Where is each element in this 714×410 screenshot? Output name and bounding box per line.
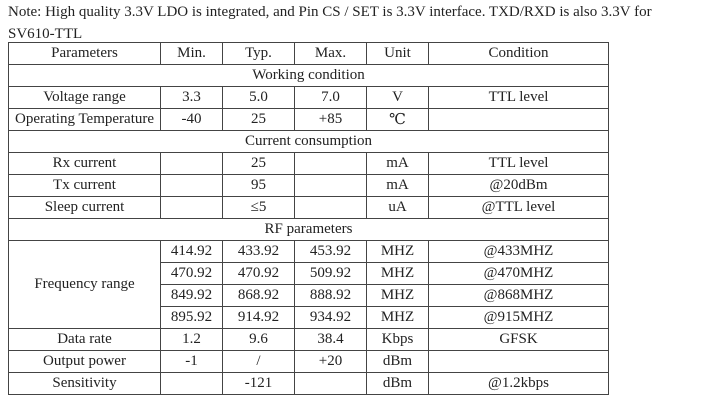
table-cell: 470.92: [160, 262, 223, 285]
header-cell: Unit: [366, 42, 429, 65]
table-cell: Sensitivity: [8, 372, 161, 395]
frequency-range-label: Frequency range: [8, 240, 161, 329]
table-row: Tx current 95 mA @20dBm: [8, 174, 609, 197]
section-row: Working condition: [8, 64, 609, 87]
table-cell: 914.92: [222, 306, 295, 329]
table-cell: @868MHZ: [428, 284, 609, 307]
table-cell: -121: [222, 372, 295, 395]
header-cell: Min.: [160, 42, 223, 65]
section-row: RF parameters: [8, 218, 609, 241]
table-cell: [294, 174, 367, 197]
table-cell: GFSK: [428, 328, 609, 351]
table-row: Sleep current ≤5 uA @TTL level: [8, 196, 609, 219]
table-cell: Sleep current: [8, 196, 161, 219]
spec-table: Parameters Min. Typ. Max. Unit Condition…: [8, 42, 609, 395]
table-cell: /: [222, 350, 295, 373]
table-cell: mA: [366, 152, 429, 175]
table-cell: MHZ: [366, 240, 429, 263]
table-row: 470.92 470.92 509.92 MHZ @470MHZ: [9, 262, 609, 285]
table-cell: 9.6: [222, 328, 295, 351]
table-cell: Operating Temperature: [8, 108, 161, 131]
table-cell: ≤5: [222, 196, 295, 219]
table-cell: [160, 152, 223, 175]
spec-table-body: Parameters Min. Typ. Max. Unit Condition…: [8, 42, 609, 395]
table-cell: [160, 174, 223, 197]
table-cell: [294, 196, 367, 219]
table-row: Sensitivity -121 dBm @1.2kbps: [8, 372, 609, 395]
table-cell: [294, 372, 367, 395]
table-cell: [294, 152, 367, 175]
table-cell: 934.92: [294, 306, 367, 329]
table-row: Output power -1 / +20 dBm: [8, 350, 609, 373]
table-cell: 868.92: [222, 284, 295, 307]
table-cell: -1: [160, 350, 223, 373]
table-cell: +20: [294, 350, 367, 373]
table-cell: 414.92: [160, 240, 223, 263]
section-row: Current consumption: [8, 130, 609, 153]
header-cell: Parameters: [8, 42, 161, 65]
table-row: Voltage range 3.3 5.0 7.0 V TTL level: [8, 86, 609, 109]
table-cell: ℃: [366, 108, 429, 131]
table-cell: +85: [294, 108, 367, 131]
table-cell: MHZ: [366, 262, 429, 285]
table-row: Data rate 1.2 9.6 38.4 Kbps GFSK: [8, 328, 609, 351]
table-row: 849.92 868.92 888.92 MHZ @868MHZ: [9, 284, 609, 307]
table-cell: @470MHZ: [428, 262, 609, 285]
table-cell: [428, 350, 609, 373]
table-cell: @TTL level: [428, 196, 609, 219]
note-text: Note: High quality 3.3V LDO is integrate…: [8, 1, 708, 45]
table-row: 895.92 914.92 934.92 MHZ @915MHZ: [9, 306, 609, 329]
table-cell: Voltage range: [8, 86, 161, 109]
table-cell: Data rate: [8, 328, 161, 351]
header-cell: Max.: [294, 42, 367, 65]
table-cell: 7.0: [294, 86, 367, 109]
table-cell: Kbps: [366, 328, 429, 351]
table-cell: Rx current: [8, 152, 161, 175]
header-cell: Condition: [428, 42, 609, 65]
table-row: Operating Temperature -40 25 +85 ℃: [8, 108, 609, 131]
table-cell: 849.92: [160, 284, 223, 307]
table-cell: 1.2: [160, 328, 223, 351]
table-cell: dBm: [366, 350, 429, 373]
section-working-condition: Working condition: [8, 64, 609, 87]
section-rf-parameters: RF parameters: [8, 218, 609, 241]
table-cell: Tx current: [8, 174, 161, 197]
table-cell: TTL level: [428, 86, 609, 109]
table-cell: 509.92: [294, 262, 367, 285]
table-cell: 25: [222, 108, 295, 131]
header-row: Parameters Min. Typ. Max. Unit Condition: [8, 42, 609, 65]
table-cell: MHZ: [366, 306, 429, 329]
table-cell: dBm: [366, 372, 429, 395]
table-cell: TTL level: [428, 152, 609, 175]
table-cell: @20dBm: [428, 174, 609, 197]
table-cell: 888.92: [294, 284, 367, 307]
table-cell: @915MHZ: [428, 306, 609, 329]
table-cell: -40: [160, 108, 223, 131]
header-cell: Typ.: [222, 42, 295, 65]
table-cell: 25: [222, 152, 295, 175]
table-row: Rx current 25 mA TTL level: [8, 152, 609, 175]
table-cell: [428, 108, 609, 131]
table-cell: 895.92: [160, 306, 223, 329]
table-cell: [160, 196, 223, 219]
table-cell: @1.2kbps: [428, 372, 609, 395]
table-cell: 453.92: [294, 240, 367, 263]
section-current-consumption: Current consumption: [8, 130, 609, 153]
note-line-1: Note: High quality 3.3V LDO is integrate…: [8, 4, 652, 20]
table-cell: @433MHZ: [428, 240, 609, 263]
table-cell: V: [366, 86, 429, 109]
table-cell: mA: [366, 174, 429, 197]
table-cell: 3.3: [160, 86, 223, 109]
note-line-2: SV610-TTL: [8, 26, 83, 42]
table-cell: 5.0: [222, 86, 295, 109]
table-cell: MHZ: [366, 284, 429, 307]
table-cell: [160, 372, 223, 395]
table-cell: uA: [366, 196, 429, 219]
table-cell: 433.92: [222, 240, 295, 263]
table-cell: Output power: [8, 350, 161, 373]
table-cell: 95: [222, 174, 295, 197]
table-row: Frequency range 414.92 433.92 453.92 MHZ…: [8, 240, 609, 329]
table-cell: 470.92: [222, 262, 295, 285]
table-cell: 38.4: [294, 328, 367, 351]
